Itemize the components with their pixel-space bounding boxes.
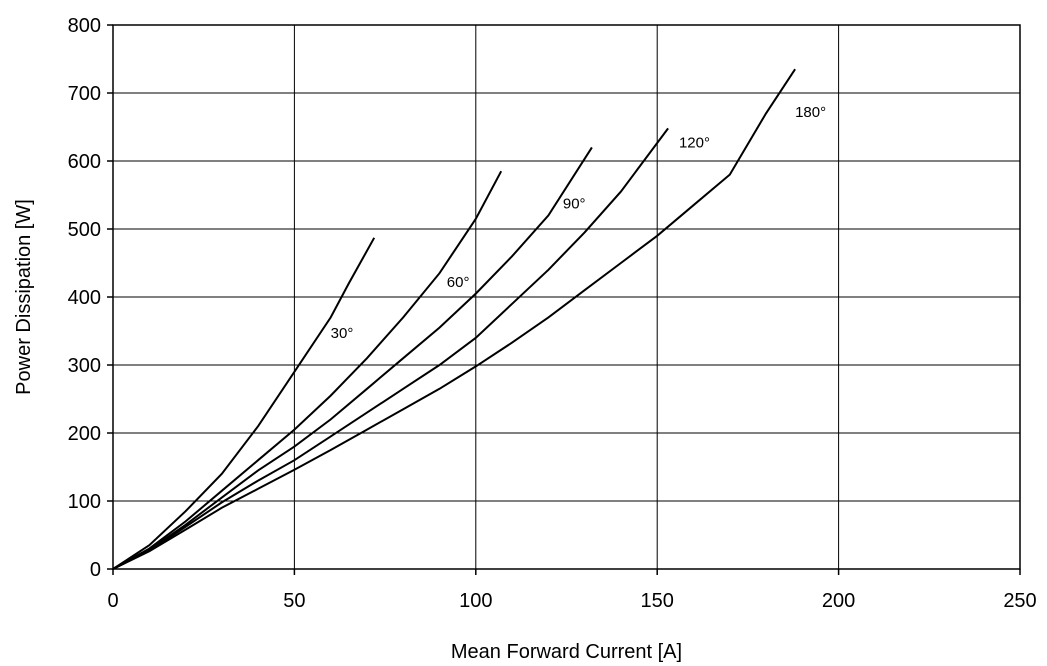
series-line	[112, 68, 796, 570]
curve-labels: 30° 60° 90° 120° 180°	[331, 104, 826, 342]
series-label: 60°	[447, 274, 470, 291]
y-tick-label: 100	[68, 491, 101, 513]
y-tick-label: 0	[90, 559, 101, 581]
y-tick-label: 300	[68, 355, 101, 377]
series-label: 30°	[331, 325, 354, 342]
series-line	[112, 170, 503, 570]
grid	[112, 24, 1021, 570]
y-tick-label: 600	[68, 151, 101, 173]
y-axis-title: Power Dissipation [W]	[13, 199, 35, 395]
y-tick-label: 700	[68, 83, 101, 105]
series-label: 120°	[679, 134, 710, 151]
x-tick-label: 50	[283, 590, 305, 612]
x-tick-label: 0	[107, 590, 118, 612]
x-axis-title: Mean Forward Current [A]	[451, 641, 682, 663]
y-tick-label: 800	[68, 15, 101, 37]
series-label: 180°	[795, 104, 826, 121]
axis-ticks: 0 50 100 150 200 250 0 100 200 300 400 500 600 700 800	[68, 15, 1037, 612]
x-tick-label: 200	[822, 590, 855, 612]
series-line	[112, 237, 376, 570]
series-line	[112, 146, 593, 570]
x-tick-label: 250	[1003, 590, 1036, 612]
y-tick-label: 400	[68, 287, 101, 309]
series-line	[112, 127, 669, 570]
x-tick-label: 150	[641, 590, 674, 612]
x-tick-label: 100	[459, 590, 492, 612]
curves	[112, 68, 796, 570]
y-tick-label: 200	[68, 423, 101, 445]
series-label: 90°	[563, 196, 586, 213]
y-tick-label: 500	[68, 219, 101, 241]
